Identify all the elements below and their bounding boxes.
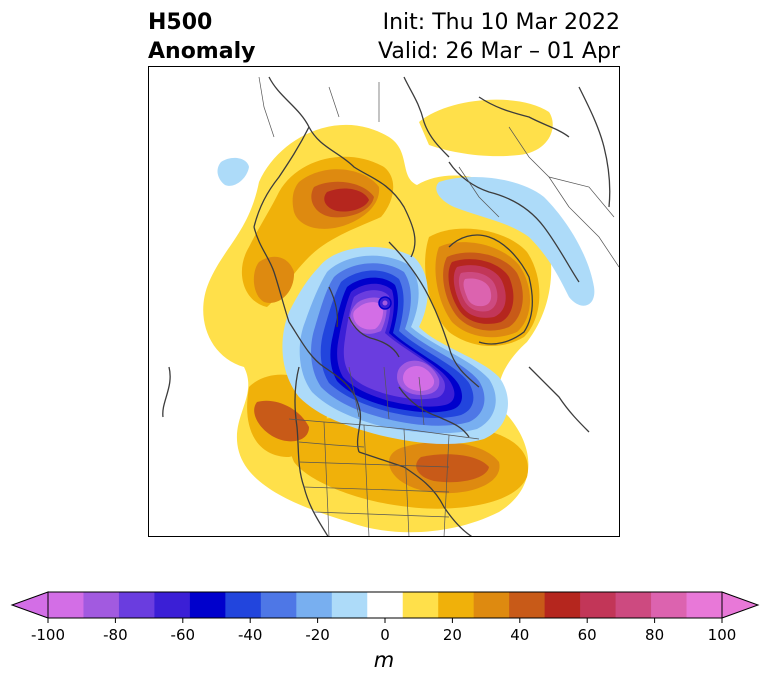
- colorbar-graphic: -100 -80 -60 -40 -20 0 20 40 60 80 100: [10, 591, 760, 644]
- colorbar-swatch: [225, 592, 262, 618]
- colorbar-swatch: [154, 592, 191, 618]
- positive-anomaly-crimson: [324, 188, 369, 212]
- colorbar-tick-label: 0: [380, 626, 390, 644]
- colorbar-tick-label: 60: [578, 626, 597, 644]
- negative-anomaly-patch-1: [436, 177, 595, 306]
- colorbar-tick-label: 80: [645, 626, 664, 644]
- colorbar-swatch: [544, 592, 581, 618]
- colorbar-extend-high: [721, 591, 760, 619]
- colorbar-swatch: [615, 592, 652, 618]
- anomaly-map: [162, 76, 619, 536]
- colorbar-tick-label: -60: [171, 626, 196, 644]
- colorbar-swatch: [509, 592, 546, 618]
- colorbar-swatch: [331, 592, 368, 618]
- colorbar-swatch: [118, 592, 155, 618]
- negative-anomaly-minimum-2: [403, 365, 435, 391]
- title-left: H500 Anomaly: [148, 8, 255, 66]
- colorbar-tick-label: 40: [510, 626, 529, 644]
- colorbar-swatch: [83, 592, 120, 618]
- colorbar-swatch: [651, 592, 688, 618]
- positive-anomaly-darkorange-2: [253, 256, 295, 303]
- init-time: Init: Thu 10 Mar 2022: [382, 10, 620, 35]
- colorbar-tick-label: 100: [708, 626, 737, 644]
- title-field: Anomaly: [148, 39, 256, 64]
- colorbar-tick-label: -40: [238, 626, 263, 644]
- colorbar-tick-label: -100: [31, 626, 65, 644]
- map-panel: [148, 66, 620, 537]
- title-right: Init: Thu 10 Mar 2022 Valid: 26 Mar – 01…: [378, 8, 620, 66]
- colorbar-extend-low: [10, 591, 49, 619]
- coastlines: [162, 76, 611, 536]
- positive-anomaly-magenta: [463, 278, 492, 307]
- colorbar-tick-label: 20: [443, 626, 462, 644]
- low-center-dot: [382, 300, 388, 306]
- positive-anomaly-north-lobe: [419, 99, 553, 157]
- positive-anomaly-red-3: [416, 454, 489, 483]
- colorbar-swatch: [367, 592, 404, 618]
- colorbar-swatch: [686, 592, 723, 618]
- title-variable: H500: [148, 10, 213, 35]
- colorbar-swatch: [48, 592, 84, 618]
- negative-anomaly-minimum: [353, 302, 384, 330]
- colorbar-swatch: [438, 592, 475, 618]
- colorbar-swatch: [473, 592, 510, 618]
- colorbar: -100 -80 -60 -40 -20 0 20 40 60 80 100: [0, 580, 768, 680]
- country-borders: [258, 76, 619, 536]
- colorbar-tick-label: -80: [103, 626, 128, 644]
- colorbar-swatch: [296, 592, 333, 618]
- colorbar-swatch: [402, 592, 439, 618]
- colorbar-swatch: [260, 592, 297, 618]
- valid-range: Valid: 26 Mar – 01 Apr: [378, 39, 620, 64]
- colorbar-swatch: [189, 592, 226, 618]
- colorbar-tick-label: -20: [305, 626, 330, 644]
- colorbar-units-label: m: [373, 648, 395, 672]
- colorbar-swatch: [580, 592, 617, 618]
- negative-anomaly-patch-2: [217, 157, 249, 186]
